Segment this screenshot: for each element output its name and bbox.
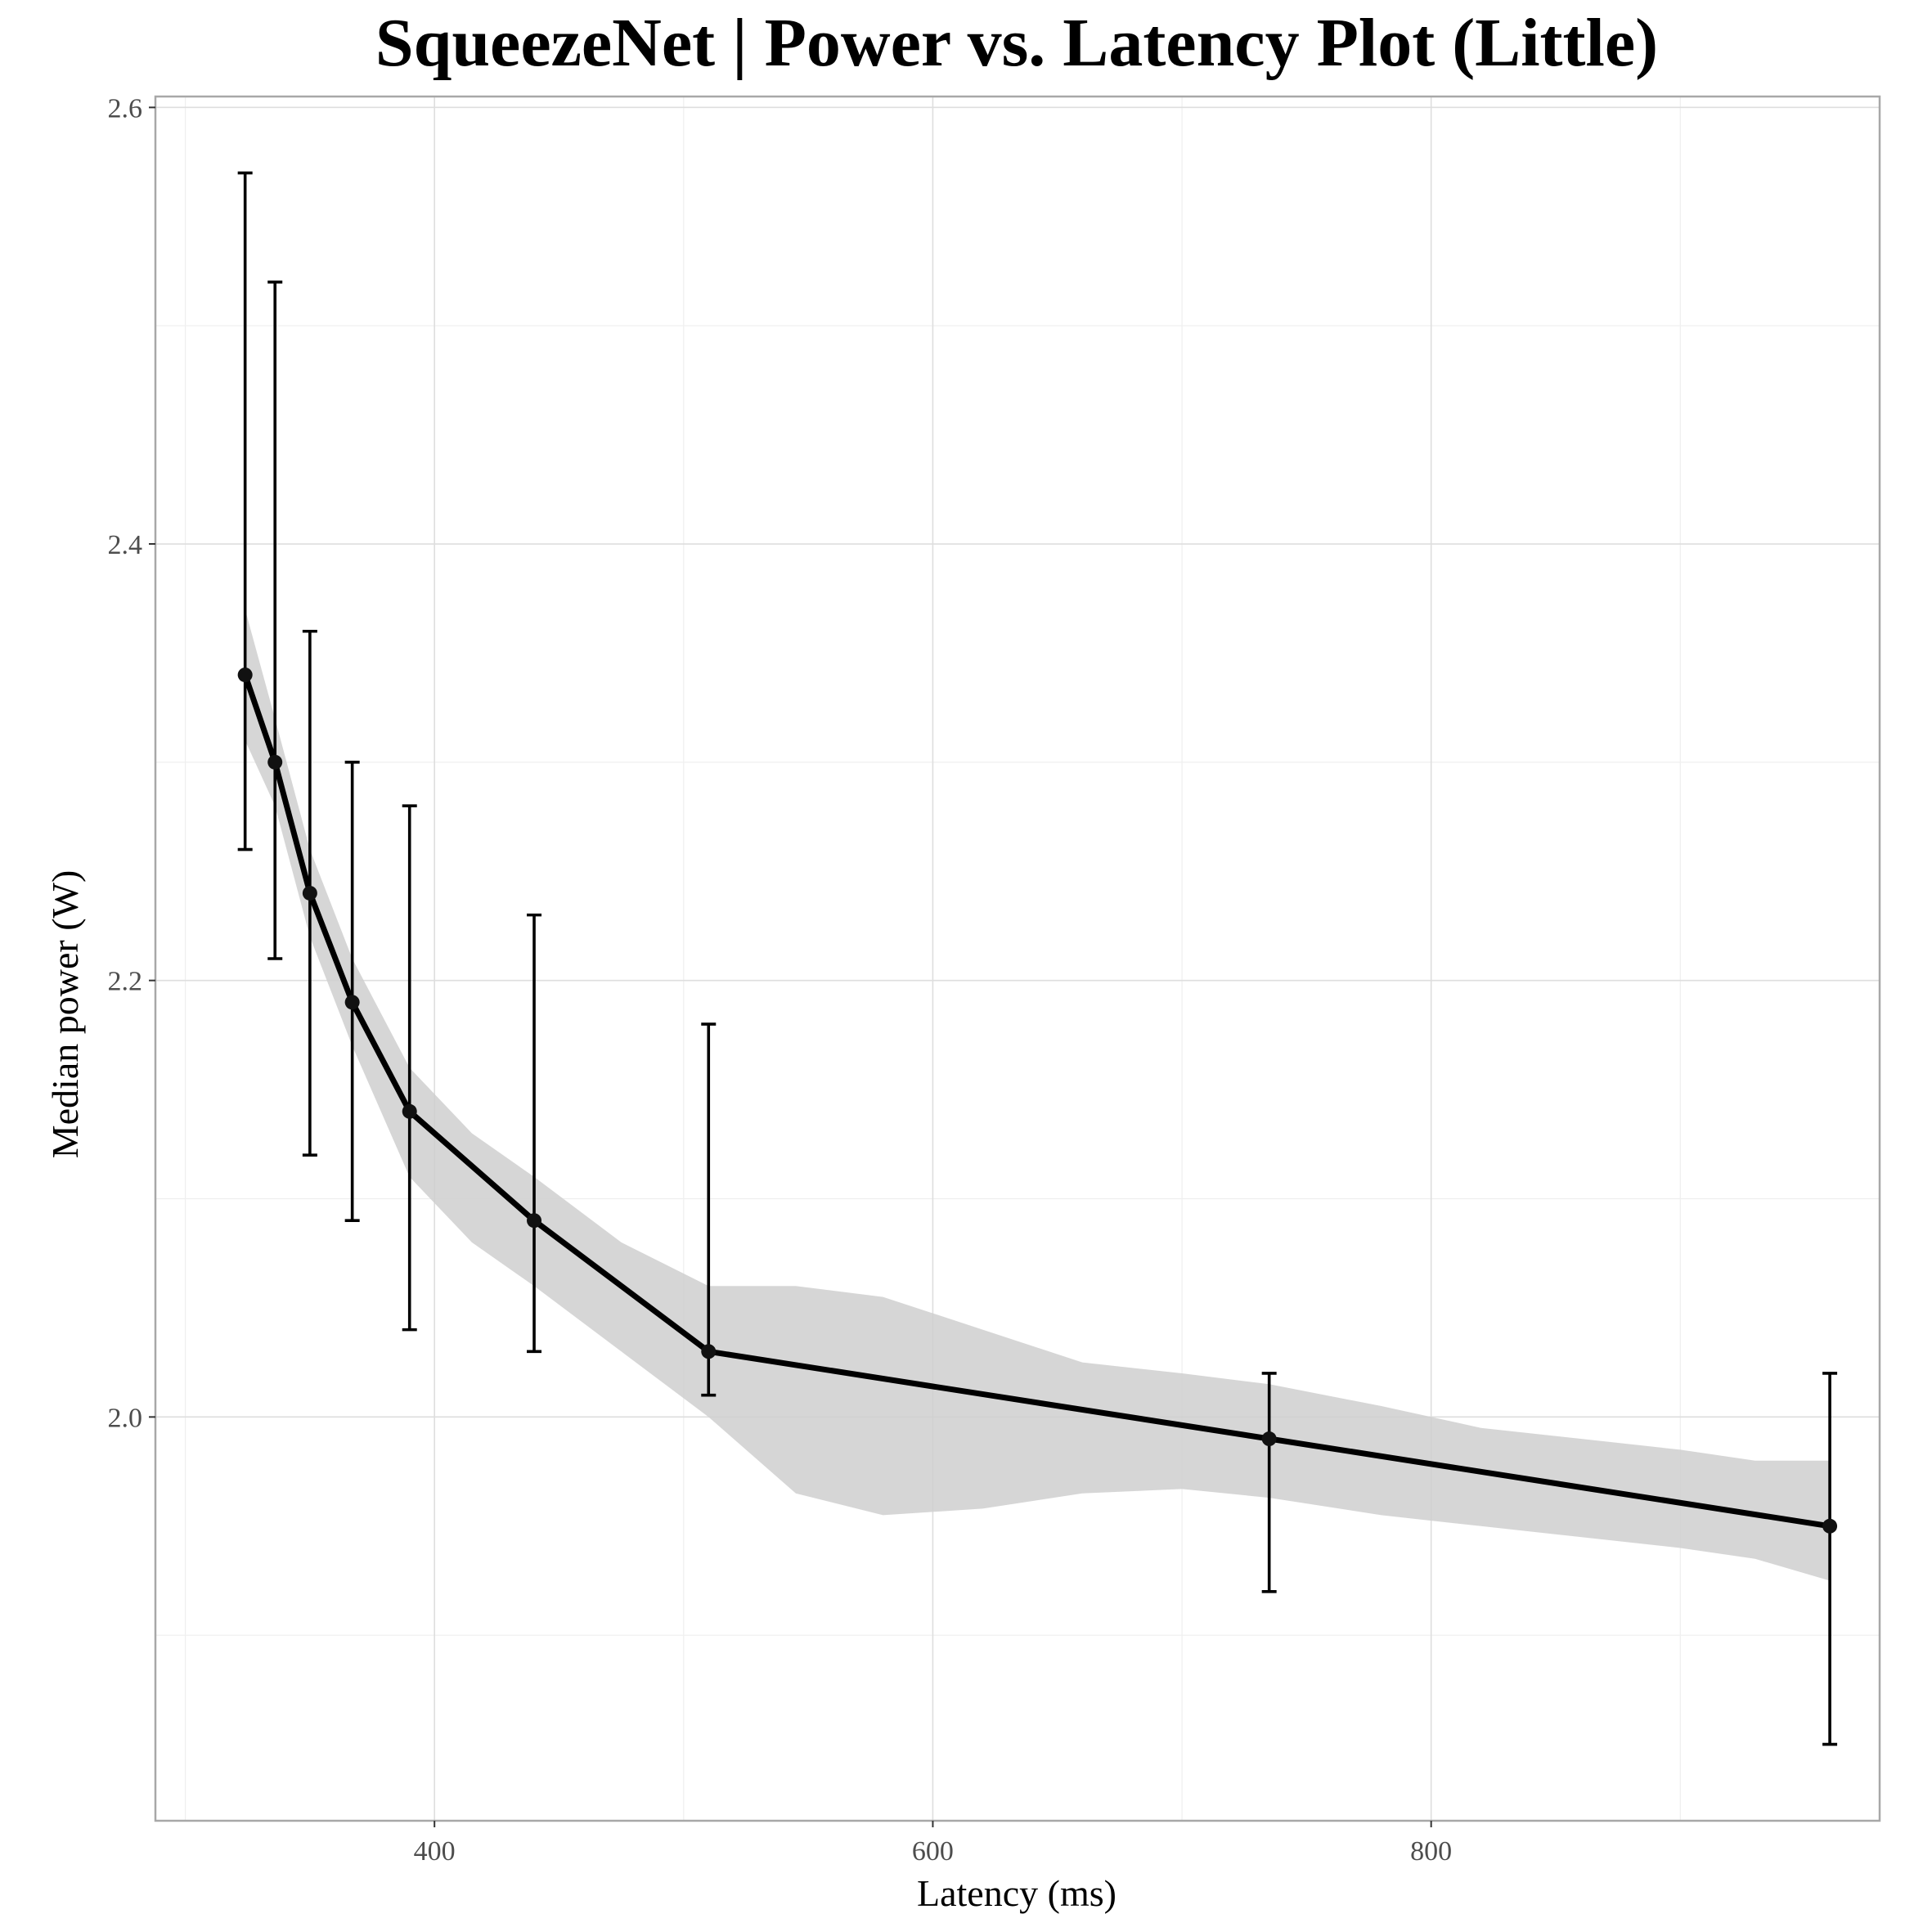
plot-panel-border [154,95,1881,1822]
y-tick-label: 2.6 [108,93,143,124]
y-tick-label: 2.2 [108,967,143,997]
error-bar [344,761,360,1223]
error-bar [1822,1372,1838,1746]
chart-title: SqueezeNet | Power vs. Latency Plot (Lit… [375,5,1658,81]
y-tick-label: 2.4 [108,530,143,560]
data-point [237,667,253,683]
x-tick-label: 600 [912,1836,954,1867]
error-bar [701,1022,717,1397]
data-point [344,995,360,1010]
x-tick-label: 800 [1410,1836,1452,1867]
minor-gridlines [155,97,1880,1821]
data-point [1261,1431,1277,1447]
error-bar [1261,1372,1277,1593]
major-gridlines [155,97,1880,1821]
x-axis-ticks: 400 600 800 [414,1821,1452,1867]
data-point [302,885,317,901]
x-axis-title: Latency (ms) [917,1872,1117,1914]
x-tick-label: 400 [414,1836,456,1867]
y-tick-label: 2.0 [108,1403,143,1433]
data-point [402,1103,417,1119]
error-bar [402,804,417,1332]
error-bar [527,913,542,1354]
data-point [701,1344,717,1359]
data-point [1822,1518,1838,1534]
y-axis-title: Median power (W) [44,870,86,1159]
data-point [267,754,283,770]
y-axis-ticks: 2.0 2.2 2.4 2.6 [108,93,155,1433]
error-bar [237,171,253,851]
data-point [527,1213,542,1229]
confidence-band [245,609,1831,1581]
data-points [237,667,1838,1534]
error-bar [267,281,283,960]
